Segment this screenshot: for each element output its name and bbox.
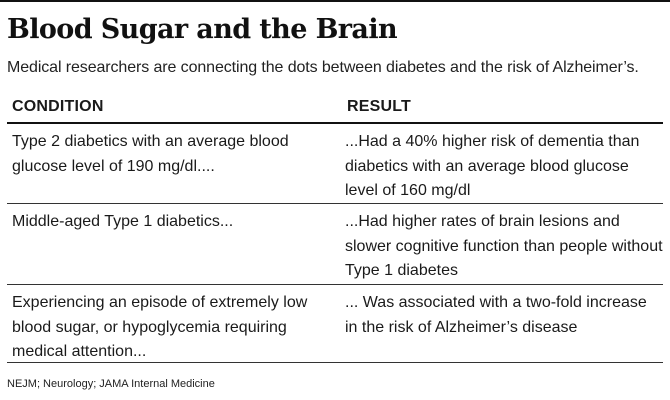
result-cell: ... Was associated with a two-fold incre…: [345, 294, 647, 336]
column-header-condition: CONDITION: [12, 98, 104, 115]
results-table: CONDITION RESULT Type 2 diabetics with a…: [7, 88, 663, 363]
result-cell: ...Had higher rates of brain lesions and…: [345, 213, 663, 279]
subtitle: Medical researchers are connecting the d…: [7, 59, 639, 76]
column-header-result: RESULT: [347, 98, 412, 115]
page-title: Blood Sugar and the Brain: [7, 14, 398, 45]
table-row: Type 2 diabetics with an average blood g…: [7, 124, 663, 204]
table-row: Middle-aged Type 1 diabetics... ...Had h…: [7, 204, 663, 285]
source-credit: NEJM; Neurology; JAMA Internal Medicine: [7, 378, 215, 390]
condition-cell: Middle-aged Type 1 diabetics...: [12, 213, 234, 230]
result-cell: ...Had a 40% higher risk of dementia tha…: [345, 133, 640, 199]
top-rule: [0, 0, 670, 2]
condition-cell: Type 2 diabetics with an average blood g…: [12, 133, 289, 175]
condition-cell: Experiencing an episode of extremely low…: [12, 294, 308, 360]
table-row: Experiencing an episode of extremely low…: [7, 285, 663, 363]
table-header: CONDITION RESULT: [7, 88, 663, 124]
